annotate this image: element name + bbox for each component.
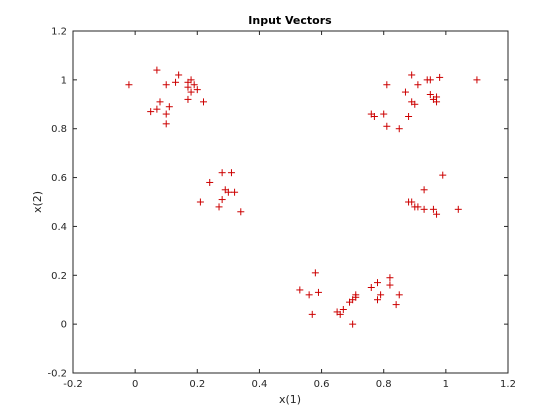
y-tick-label: 0 <box>61 320 67 331</box>
data-point <box>184 95 192 103</box>
y-tick-label: -0.2 <box>47 369 67 380</box>
data-point <box>401 88 409 96</box>
data-point <box>162 81 170 89</box>
data-point <box>231 188 239 196</box>
data-point <box>411 100 419 108</box>
x-tick-label: 0.8 <box>376 379 392 390</box>
data-point <box>439 171 447 179</box>
data-point <box>420 205 428 213</box>
x-axis-label: x(1) <box>279 393 301 406</box>
data-point <box>436 73 444 81</box>
data-points <box>125 66 481 328</box>
data-point <box>206 178 214 186</box>
data-point <box>414 203 422 211</box>
data-point <box>429 205 437 213</box>
chart-title: Input Vectors <box>248 14 332 27</box>
data-point <box>193 86 201 94</box>
data-point <box>395 291 403 299</box>
data-point <box>224 188 232 196</box>
data-point <box>200 98 207 106</box>
data-point <box>405 113 413 120</box>
data-point <box>374 279 381 287</box>
x-tick-label: -0.2 <box>63 379 83 390</box>
data-point <box>374 296 381 304</box>
data-point <box>386 281 394 289</box>
data-point <box>383 122 391 130</box>
data-point <box>305 291 313 299</box>
data-point <box>311 269 319 277</box>
data-point <box>125 81 133 89</box>
data-point <box>215 203 223 211</box>
y-tick-label: 0.2 <box>51 271 67 282</box>
data-point <box>392 301 400 309</box>
plot-area <box>72 30 509 374</box>
data-point <box>165 103 173 111</box>
data-point <box>308 310 316 318</box>
data-point <box>190 81 198 89</box>
data-point <box>218 196 226 204</box>
data-point <box>414 81 422 89</box>
axis-ticks: -0.2 0 0.2 0.4 0.6 0.8 1 1.2 -0.2 0 0.2 0.4 0.6 0.8 1 1… <box>47 27 515 391</box>
data-point <box>339 305 347 313</box>
data-point <box>433 210 441 218</box>
data-point <box>227 169 235 177</box>
y-tick-label: 1 <box>61 75 67 86</box>
data-point <box>473 76 481 84</box>
data-point <box>218 169 226 177</box>
data-point <box>352 293 360 301</box>
x-tick-label: 1 <box>443 379 449 390</box>
x-tick-label: 0.2 <box>189 379 205 390</box>
data-point <box>187 88 195 96</box>
data-point <box>175 71 183 79</box>
data-point <box>433 98 441 106</box>
data-point <box>184 83 192 91</box>
data-point <box>314 288 322 296</box>
data-point <box>147 108 155 116</box>
data-point <box>408 198 416 206</box>
data-point <box>172 78 180 86</box>
data-point <box>162 110 170 118</box>
y-tick-label: 1.2 <box>51 27 67 38</box>
data-point <box>237 208 245 216</box>
data-point <box>426 76 434 84</box>
data-point <box>454 205 462 213</box>
data-point <box>296 286 304 294</box>
data-point <box>420 186 428 194</box>
data-point <box>336 310 344 318</box>
data-point <box>349 320 357 328</box>
data-point <box>395 125 403 133</box>
data-point <box>187 76 195 84</box>
data-point <box>153 66 161 74</box>
data-point <box>370 113 378 120</box>
data-point <box>383 81 391 89</box>
data-point <box>380 110 388 118</box>
data-point <box>408 71 416 79</box>
data-point <box>386 274 394 282</box>
data-point <box>196 198 204 206</box>
data-point <box>153 105 161 113</box>
data-point <box>162 120 170 128</box>
x-tick-label: 0.4 <box>251 379 267 390</box>
data-point <box>367 284 375 291</box>
data-point <box>426 91 434 99</box>
x-tick-label: 0.6 <box>314 379 330 390</box>
x-tick-label: 0 <box>132 379 138 390</box>
data-point <box>377 291 385 299</box>
y-axis-label: x(2) <box>31 191 44 213</box>
data-point <box>156 98 164 106</box>
y-tick-label: 0.4 <box>51 222 67 233</box>
y-tick-label: 0.6 <box>51 173 67 184</box>
y-tick-label: 0.8 <box>51 124 67 135</box>
x-tick-label: 1.2 <box>500 379 516 390</box>
